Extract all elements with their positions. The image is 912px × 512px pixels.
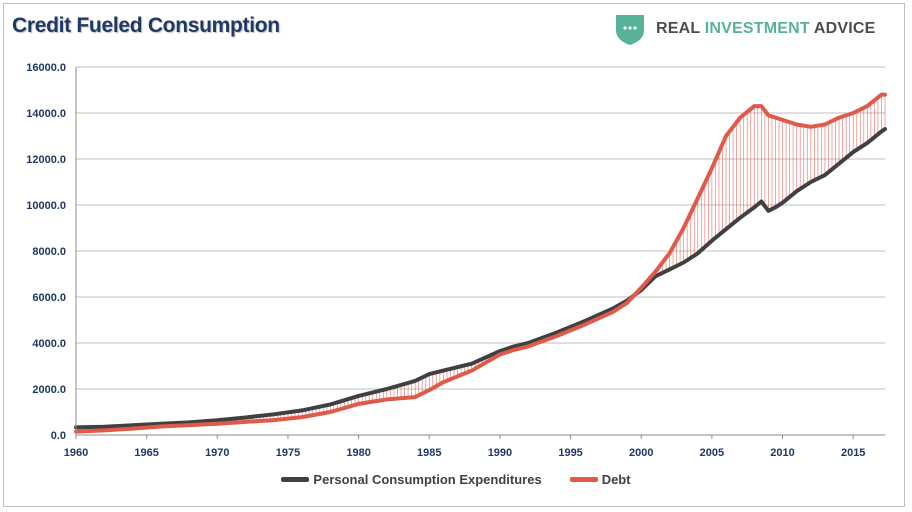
series-line-debt (74, 92, 887, 434)
series-line-pce (74, 127, 887, 430)
y-tick-label: 16000.0 (26, 62, 66, 74)
shield-chat-icon (616, 15, 644, 45)
legend-item-pce: Personal Consumption Expenditures (281, 472, 542, 487)
y-tick-labels: 0.0 2000.0 4000.0 6000.0 8000.0 10000.0 12000.… (26, 62, 66, 442)
x-tick-label: 2015 (841, 447, 865, 459)
brand-name: REAL INVESTMENT ADVICE (656, 20, 876, 38)
x-tick-label: 2005 (700, 447, 724, 459)
y-tick-label: 4000.0 (32, 338, 66, 350)
legend-label-debt: Debt (601, 472, 631, 487)
x-tick-label: 1985 (417, 447, 441, 459)
y-tick-label: 10000.0 (26, 200, 66, 212)
x-tick-label: 1980 (346, 447, 370, 459)
y-tick-label: 2000.0 (32, 384, 66, 396)
legend-item-debt: Debt (569, 472, 631, 487)
brand-name-part2: INVESTMENT (704, 20, 810, 37)
y-tick-label: 14000.0 (26, 108, 66, 120)
fill-between (75, 94, 886, 432)
chart-title: Credit Fueled Consumption (12, 14, 280, 37)
x-tick-label: 1995 (558, 447, 582, 459)
x-tick-label: 2000 (629, 447, 653, 459)
x-tick-labels: 1960 1965 1970 1975 1980 1985 1990 1995 2000 2005… (64, 447, 866, 459)
x-tick-label: 1965 (134, 447, 158, 459)
legend-label-pce: Personal Consumption Expenditures (313, 472, 542, 487)
y-tick-label: 6000.0 (32, 292, 66, 304)
y-tick-label: 0.0 (51, 430, 66, 442)
axes (75, 67, 885, 439)
x-tick-label: 1975 (276, 447, 300, 459)
grid-lines (76, 66, 885, 390)
x-tick-label: 1970 (205, 447, 229, 459)
x-tick-label: 2010 (770, 447, 794, 459)
chart-legend: Personal Consumption Expenditures Debt (0, 472, 912, 487)
series-lines (74, 92, 887, 434)
brand-logo: REAL INVESTMENT ADVICE (614, 12, 876, 46)
brand-name-part3: ADVICE (809, 20, 876, 37)
y-tick-label: 8000.0 (32, 246, 66, 258)
brand-name-part1: REAL (656, 20, 705, 37)
legend-swatch-pce (281, 477, 310, 482)
x-tick-label: 1960 (64, 447, 88, 459)
legend-swatch-debt (569, 477, 598, 482)
x-tick-label: 1990 (488, 447, 512, 459)
y-tick-label: 12000.0 (26, 154, 66, 166)
